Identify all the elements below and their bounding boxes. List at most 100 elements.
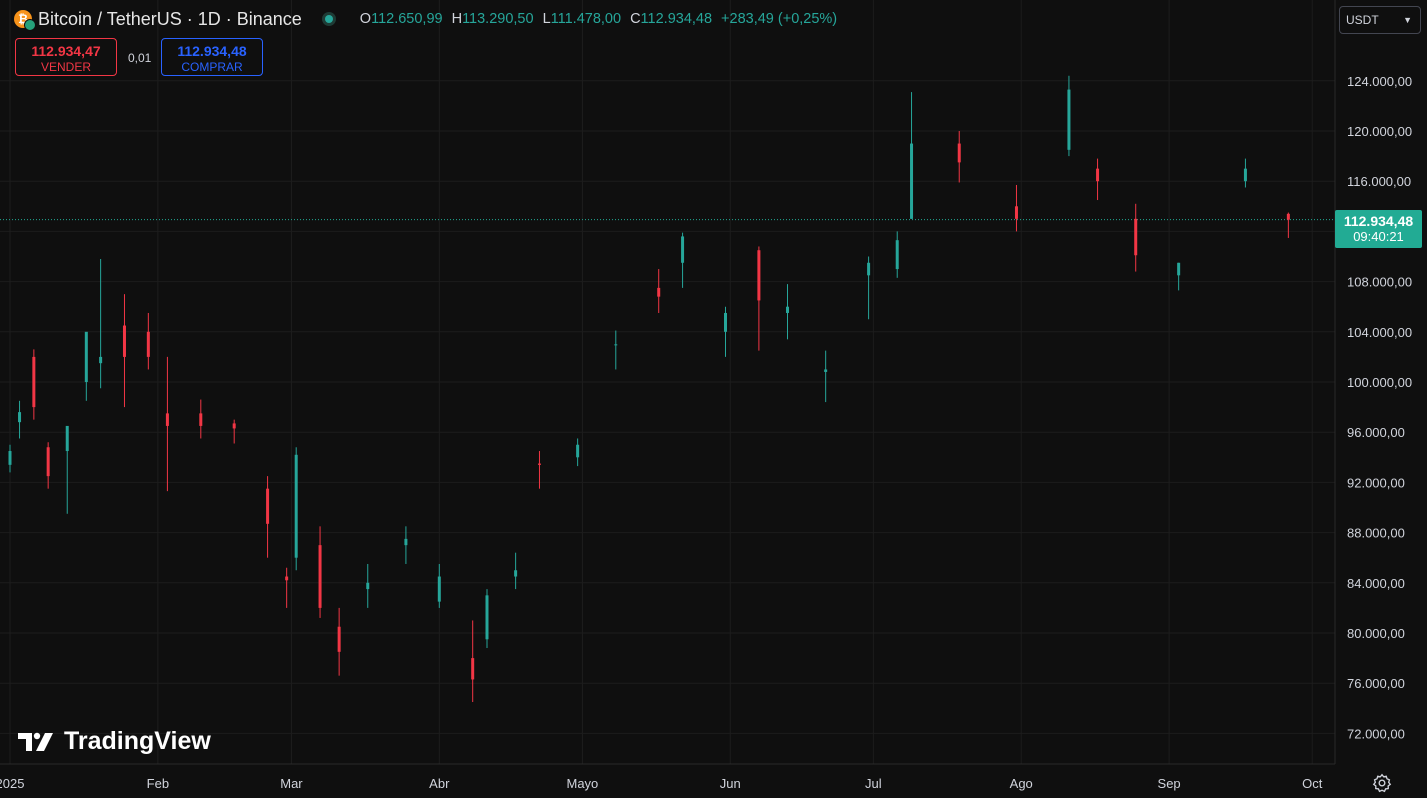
candle-body[interactable] bbox=[285, 576, 289, 581]
candle-body[interactable] bbox=[485, 595, 489, 640]
price-tick-label: 88.000,00 bbox=[1347, 526, 1405, 541]
price-tick-label: 100.000,00 bbox=[1347, 375, 1412, 390]
currency-value: USDT bbox=[1346, 13, 1379, 27]
symbol-header: ₿ Bitcoin / TetherUS · 1D · Binance O112… bbox=[14, 6, 837, 32]
candle-body[interactable] bbox=[337, 626, 341, 652]
gear-icon[interactable] bbox=[1372, 773, 1392, 793]
time-tick-label: Jun bbox=[720, 776, 741, 791]
candle-body[interactable] bbox=[1014, 206, 1018, 219]
candle-body[interactable] bbox=[84, 331, 88, 382]
candle-body[interactable] bbox=[266, 488, 270, 524]
candle-body[interactable] bbox=[65, 425, 69, 452]
price-axis: 72.000,00 76.000,00 80.000,00 84.000,00 88.0… bbox=[1347, 74, 1412, 742]
candle-body[interactable] bbox=[681, 236, 685, 263]
price-tick-label: 108.000,00 bbox=[1347, 275, 1412, 290]
price-tick-label: 96.000,00 bbox=[1347, 425, 1405, 440]
high-label: H bbox=[451, 11, 463, 27]
time-tick-label: Sep bbox=[1158, 776, 1181, 791]
candle-body[interactable] bbox=[757, 250, 761, 301]
low-value: 111.478,00 bbox=[550, 11, 622, 27]
change-value: +283,49 (+0,25%) bbox=[721, 11, 838, 27]
candle-body[interactable] bbox=[232, 423, 236, 429]
time-tick-label: Mar bbox=[280, 776, 303, 791]
candle-body[interactable] bbox=[910, 143, 914, 219]
price-tick-label: 120.000,00 bbox=[1347, 124, 1412, 139]
candle-body[interactable] bbox=[471, 658, 475, 680]
candle-body[interactable] bbox=[1243, 168, 1247, 182]
time-tick-label: Feb bbox=[147, 776, 169, 791]
candle-body[interactable] bbox=[1096, 168, 1100, 182]
buy-price: 112.934,48 bbox=[177, 43, 247, 59]
price-tick-label: 84.000,00 bbox=[1347, 576, 1405, 591]
candle-body[interactable] bbox=[1177, 262, 1181, 276]
candle-body[interactable] bbox=[18, 412, 22, 423]
candle-body[interactable] bbox=[165, 413, 169, 426]
candle-body[interactable] bbox=[1134, 218, 1138, 256]
candle-body[interactable] bbox=[294, 454, 298, 558]
live-dot-icon bbox=[321, 12, 336, 26]
price-tick-label: 104.000,00 bbox=[1347, 325, 1412, 340]
candle-body[interactable] bbox=[8, 451, 12, 465]
candle-body[interactable] bbox=[614, 344, 618, 346]
time-tick-label: Mayo bbox=[567, 776, 599, 791]
time-tick-label: Abr bbox=[429, 776, 450, 791]
open-value: 112.650,99 bbox=[371, 11, 443, 27]
close-value: 112.934,48 bbox=[640, 11, 713, 27]
candle-body[interactable] bbox=[437, 576, 441, 602]
tradingview-logo[interactable]: TradingView bbox=[18, 727, 211, 756]
low-label: L bbox=[542, 11, 551, 27]
brand-name: TradingView bbox=[64, 727, 211, 755]
candle-body[interactable] bbox=[867, 262, 871, 276]
candles-group bbox=[8, 75, 1290, 703]
candle-body[interactable] bbox=[576, 444, 580, 458]
bitcoin-icon[interactable]: ₿ bbox=[14, 10, 36, 31]
candle-body[interactable] bbox=[318, 545, 322, 608]
time-tick-label: Ago bbox=[1010, 776, 1033, 791]
candle-body[interactable] bbox=[99, 356, 103, 364]
symbol-title[interactable]: Bitcoin / TetherUS · 1D · Binance bbox=[38, 8, 302, 29]
candle-body[interactable] bbox=[366, 582, 370, 590]
price-tick-label: 116.000,00 bbox=[1347, 174, 1411, 189]
candle-body[interactable] bbox=[957, 143, 961, 163]
candle-body[interactable] bbox=[657, 287, 661, 297]
candle-body[interactable] bbox=[514, 570, 518, 577]
tradingview-logo-icon bbox=[18, 732, 53, 751]
candle-body[interactable] bbox=[724, 312, 727, 332]
currency-select[interactable]: USDT ▼ bbox=[1339, 6, 1421, 34]
sell-price: 112.934,47 bbox=[31, 43, 101, 59]
spread-value: 0,01 bbox=[128, 51, 152, 65]
last-price-value: 112.934,48 bbox=[1343, 213, 1414, 229]
candle-body[interactable] bbox=[146, 331, 150, 357]
price-tick-label: 72.000,00 bbox=[1347, 726, 1405, 741]
close-label: C bbox=[630, 11, 641, 27]
open-label: O bbox=[359, 11, 372, 27]
candle-body[interactable] bbox=[537, 463, 541, 465]
candle-body[interactable] bbox=[404, 538, 408, 546]
buy-button[interactable]: 112.934,48 COMPRAR bbox=[161, 38, 263, 76]
price-tick-label: 80.000,00 bbox=[1347, 626, 1405, 641]
chart-grid bbox=[0, 0, 1335, 764]
bar-countdown: 09:40:21 bbox=[1353, 229, 1404, 244]
time-tick-label: Oct bbox=[1302, 776, 1323, 791]
sell-button[interactable]: 112.934,47 VENDER bbox=[15, 38, 117, 76]
candle-body[interactable] bbox=[46, 447, 50, 477]
last-price-label: 112.934,48 09:40:21 bbox=[1335, 210, 1422, 248]
candle-body[interactable] bbox=[786, 306, 790, 313]
price-tick-label: 124.000,00 bbox=[1347, 74, 1412, 89]
price-tick-label: 92.000,00 bbox=[1347, 475, 1405, 490]
buy-label: COMPRAR bbox=[181, 60, 243, 74]
candle-body[interactable] bbox=[1286, 213, 1290, 220]
chevron-down-icon: ▼ bbox=[1403, 15, 1412, 25]
candle-body[interactable] bbox=[122, 325, 126, 357]
candle-body[interactable] bbox=[895, 240, 899, 270]
price-tick-label: 76.000,00 bbox=[1347, 676, 1405, 691]
candle-body[interactable] bbox=[199, 413, 203, 426]
candle-body[interactable] bbox=[32, 356, 36, 408]
ohlc-readout: O112.650,99 H113.290,50 L111.478,00 C112… bbox=[360, 11, 837, 27]
candle-body[interactable] bbox=[1067, 89, 1071, 150]
time-tick-label: Jul bbox=[865, 776, 882, 791]
candle-body[interactable] bbox=[824, 369, 828, 372]
sell-label: VENDER bbox=[40, 60, 91, 74]
time-axis: 2025 Feb Mar Abr Mayo Jun Jul Ago Sep Oct bbox=[0, 776, 1323, 791]
